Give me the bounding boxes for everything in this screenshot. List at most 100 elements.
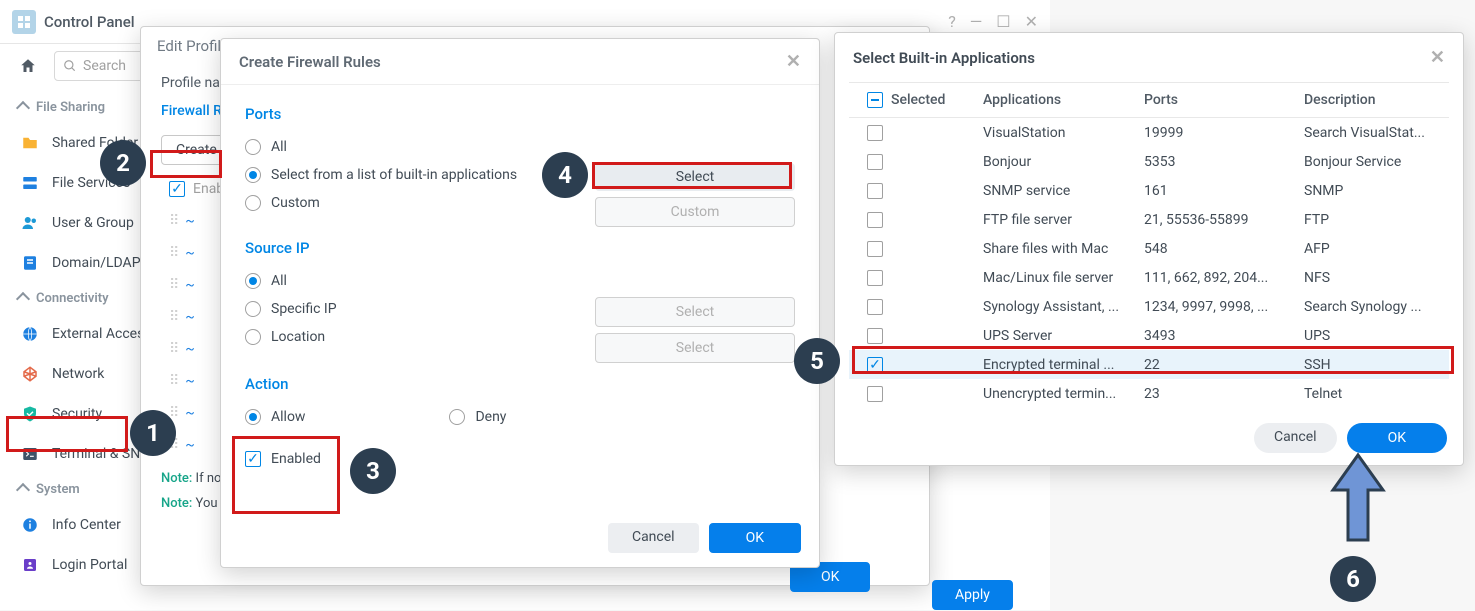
col-header-ports[interactable]: Ports <box>1144 92 1304 108</box>
app-desc: SNMP <box>1304 183 1449 199</box>
drag-handle-icon[interactable]: ⠿ <box>169 245 177 261</box>
ports-all-radio[interactable]: All <box>245 133 595 161</box>
drag-handle-icon[interactable]: ⠿ <box>169 341 177 357</box>
app-name: SNMP service <box>979 183 1144 199</box>
app-checkbox[interactable] <box>867 212 883 228</box>
app-row[interactable]: Mac/Linux file server111, 662, 892, 204.… <box>849 263 1449 292</box>
app-ports: 21, 55536-55899 <box>1144 212 1304 228</box>
create-rules-title: Create Firewall Rules <box>239 53 381 71</box>
sourceip-select-button-1[interactable]: Select <box>595 297 795 327</box>
ports-select-button[interactable]: Select <box>595 163 795 191</box>
app-ports: 23 <box>1144 386 1304 402</box>
app-ports: 19999 <box>1144 125 1304 141</box>
app-ports: 1234, 9997, 9998, ... <box>1144 299 1304 315</box>
close-icon[interactable]: ✕ <box>1025 12 1038 31</box>
shield-icon <box>20 404 40 424</box>
create-rules-cancel-button[interactable]: Cancel <box>608 523 699 553</box>
ports-builtin-radio[interactable]: Select from a list of built-in applicati… <box>245 161 595 189</box>
app-row[interactable]: Bonjour5353Bonjour Service <box>849 147 1449 176</box>
app-icon <box>12 10 36 34</box>
annotation-badge-6: 6 <box>1330 556 1376 602</box>
app-row[interactable]: SNMP service161SNMP <box>849 176 1449 205</box>
app-desc: Bonjour Service <box>1304 154 1449 170</box>
sourceip-specific-radio[interactable]: Specific IP <box>245 295 595 323</box>
drag-handle-icon[interactable]: ⠿ <box>169 213 177 229</box>
drag-handle-icon[interactable]: ⠿ <box>169 405 177 421</box>
app-checkbox[interactable] <box>867 299 883 315</box>
portal-icon <box>20 555 40 575</box>
select-apps-title: Select Built-in Applications <box>853 49 1035 67</box>
ports-custom-radio[interactable]: Custom <box>245 189 595 217</box>
app-checkbox[interactable] <box>867 154 883 170</box>
help-icon[interactable]: ? <box>948 12 956 31</box>
close-icon[interactable]: ✕ <box>786 51 801 72</box>
ports-custom-button[interactable]: Custom <box>595 197 795 227</box>
app-desc: Search VisualStat... <box>1304 125 1449 141</box>
home-button[interactable] <box>12 50 44 82</box>
app-row[interactable]: ✓Encrypted terminal ...22SSH <box>849 350 1449 379</box>
app-row[interactable]: VisualStation19999Search VisualStat... <box>849 118 1449 147</box>
sidebar-item-label: Security <box>52 406 102 422</box>
select-all-checkbox[interactable] <box>867 92 883 108</box>
sidebar-item-label: Network <box>52 366 104 382</box>
create-firewall-rules-dialog: Create Firewall Rules ✕ Ports All Select… <box>220 38 820 568</box>
action-enabled-checkbox[interactable]: ✓Enabled <box>245 445 795 473</box>
app-row[interactable]: Share files with Mac548AFP <box>849 234 1449 263</box>
app-name: Bonjour <box>979 154 1144 170</box>
app-ports: 3493 <box>1144 328 1304 344</box>
app-name: Mac/Linux file server <box>979 270 1144 286</box>
app-checkbox[interactable] <box>867 386 883 402</box>
drag-handle-icon[interactable]: ⠿ <box>169 437 177 453</box>
app-name: Unencrypted termin... <box>979 386 1144 402</box>
sidebar-item-label: Shared Folder <box>52 135 138 151</box>
select-apps-ok-button[interactable]: OK <box>1347 423 1447 453</box>
app-desc: Telnet <box>1304 386 1449 402</box>
app-checkbox[interactable] <box>867 328 883 344</box>
app-name: Share files with Mac <box>979 241 1144 257</box>
app-row[interactable]: Synology Assistant, ...1234, 9997, 9998,… <box>849 292 1449 321</box>
app-checkbox[interactable] <box>867 183 883 199</box>
sidebar-item-label: Info Center <box>52 517 121 533</box>
enabled-header-checkbox[interactable]: ✓ <box>169 181 185 197</box>
action-deny-radio[interactable]: Deny <box>449 403 506 431</box>
domain-icon <box>20 253 40 273</box>
app-desc: FTP <box>1304 212 1449 228</box>
sourceip-location-radio[interactable]: Location <box>245 323 595 351</box>
app-checkbox[interactable]: ✓ <box>867 357 883 373</box>
app-desc: UPS <box>1304 328 1449 344</box>
action-allow-radio[interactable]: Allow <box>245 403 305 431</box>
minimize-icon[interactable]: — <box>970 12 983 31</box>
app-checkbox[interactable] <box>867 241 883 257</box>
app-name: Synology Assistant, ... <box>979 299 1144 315</box>
sidebar-item-label: Domain/LDAP <box>52 255 141 271</box>
app-checkbox[interactable] <box>867 270 883 286</box>
app-row[interactable]: UPS Server3493UPS <box>849 321 1449 350</box>
action-section-title: Action <box>245 375 795 393</box>
ports-section-title: Ports <box>245 105 795 123</box>
select-apps-dialog: Select Built-in Applications ✕ Selected … <box>834 32 1464 466</box>
app-row[interactable]: FTP file server21, 55536-55899FTP <box>849 205 1449 234</box>
sourceip-select-button-2[interactable]: Select <box>595 333 795 363</box>
drag-handle-icon[interactable]: ⠿ <box>169 277 177 293</box>
network-icon <box>20 364 40 384</box>
app-ports: 161 <box>1144 183 1304 199</box>
app-name: UPS Server <box>979 328 1144 344</box>
col-header-app[interactable]: Applications <box>979 92 1144 108</box>
drag-handle-icon[interactable]: ⠿ <box>169 373 177 389</box>
sourceip-section-title: Source IP <box>245 239 795 257</box>
maximize-icon[interactable]: ☐ <box>996 12 1010 31</box>
sidebar-item-label: User & Group <box>52 215 134 231</box>
col-header-desc[interactable]: Description <box>1304 92 1449 108</box>
drag-handle-icon[interactable]: ⠿ <box>169 309 177 325</box>
app-ports: 111, 662, 892, 204... <box>1144 270 1304 286</box>
select-apps-cancel-button[interactable]: Cancel <box>1254 423 1337 453</box>
apply-button-wrap: Apply <box>932 580 1013 610</box>
sourceip-all-radio[interactable]: All <box>245 267 595 295</box>
apply-button[interactable]: Apply <box>932 580 1013 610</box>
sidebar-item-label: External Access <box>52 326 152 342</box>
app-checkbox[interactable] <box>867 125 883 141</box>
close-icon[interactable]: ✕ <box>1430 47 1445 68</box>
search-placeholder: Search <box>83 58 126 74</box>
create-rules-ok-button[interactable]: OK <box>709 523 801 553</box>
app-row[interactable]: Unencrypted termin...23Telnet <box>849 379 1449 408</box>
